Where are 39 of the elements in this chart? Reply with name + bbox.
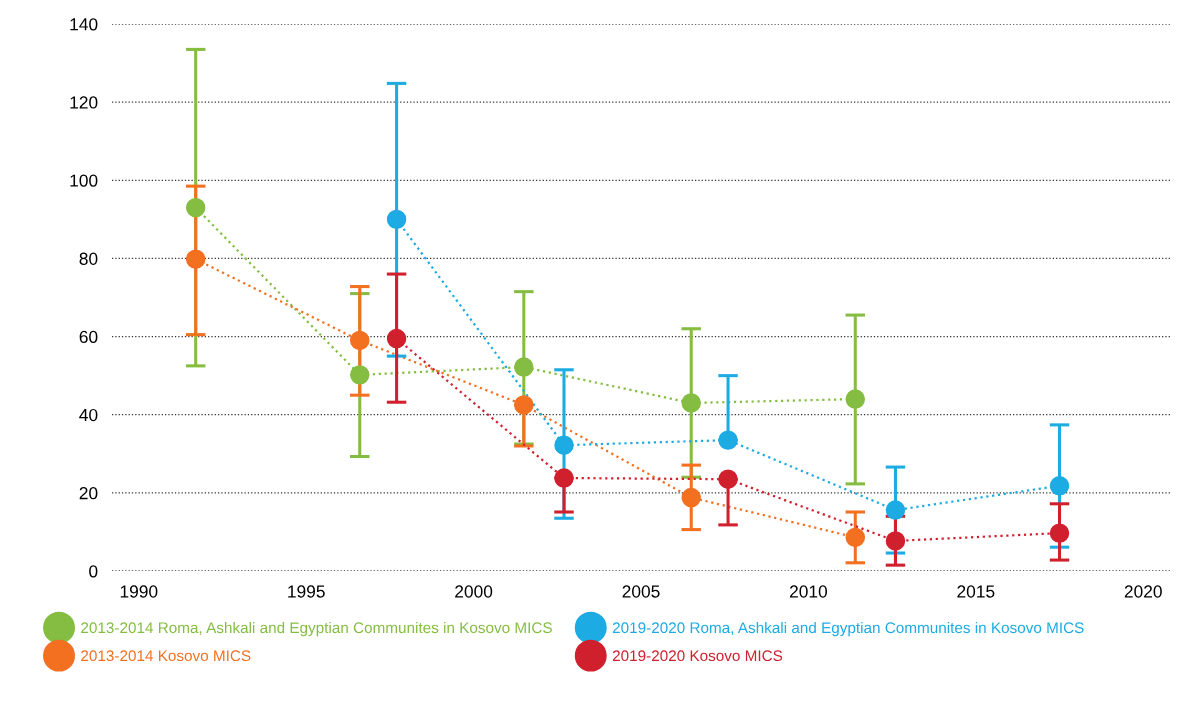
x-tick-label: 1995 [288,585,325,598]
point [350,365,370,385]
legend-label: 2019-2020 Roma, Ashkali and Egyptian Communites in Kosovo MICS [612,621,1084,637]
point [681,487,701,508]
legend-label: 2019-2020 Kosovo MICS [612,650,783,662]
x-tick-label: 1990 [120,585,158,598]
point [185,249,206,269]
legend-label: 2013-2014 Kosovo MICS [81,650,251,662]
point [845,527,866,548]
point [845,389,866,409]
point [1049,476,1070,496]
point [514,395,534,415]
x-tick-label: 2015 [957,585,995,598]
x-tick-label: 2000 [455,585,493,598]
legend-label: 2013-2014 Roma, Ashkali and Egyptian Communites in Kosovo MICS [81,621,552,637]
y-tick-label: 100 [70,174,98,187]
y-tick-label: 20 [79,487,98,500]
point [718,469,738,489]
x-tick-label: 2010 [789,585,828,598]
point [681,393,701,413]
y-tick-label: 140 [70,18,98,31]
y-tick-label: 40 [79,408,98,422]
point [554,468,574,488]
x-tick-label: 2005 [622,585,660,598]
point [350,330,370,351]
y-tick-label: 60 [79,330,98,344]
point [885,500,906,520]
point [1049,523,1070,543]
point [386,209,407,230]
y-tick-label: 0 [89,565,98,578]
point [386,328,407,349]
point [185,197,206,218]
y-tick-label: 80 [79,252,98,265]
point [554,435,574,455]
point [885,531,906,551]
point [514,357,534,377]
x-tick-label: 2020 [1124,585,1162,598]
point [718,430,738,450]
y-tick-label: 120 [70,96,98,109]
